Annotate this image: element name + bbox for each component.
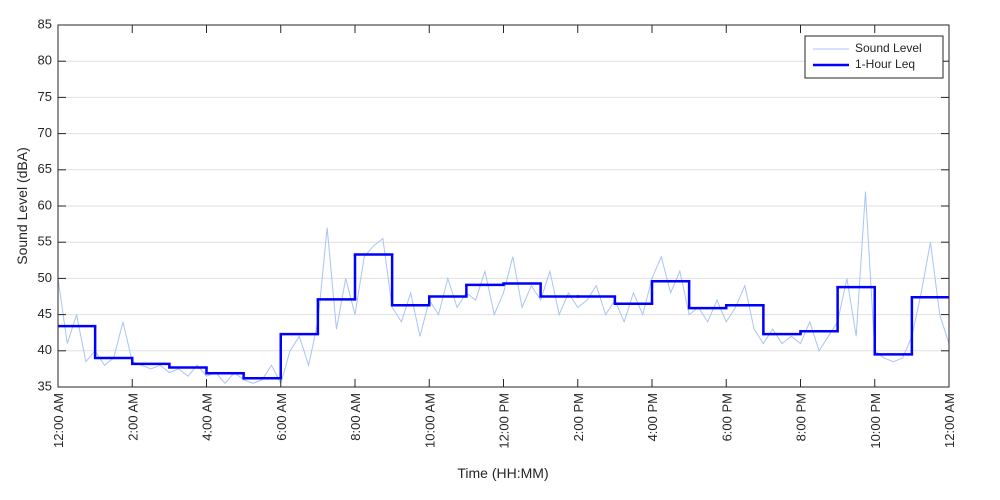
- x-tick-label: 4:00 AM: [200, 393, 215, 441]
- x-tick-label: 6:00 PM: [719, 393, 734, 441]
- x-tick-label: 12:00 AM: [942, 393, 957, 448]
- y-axis-title: Sound Level (dBA): [14, 147, 30, 265]
- x-tick-label: 10:00 AM: [422, 393, 437, 448]
- y-tick-label: 80: [38, 53, 52, 68]
- y-tick-label: 55: [38, 234, 52, 249]
- plot-lines: [58, 191, 949, 385]
- y-tick-label: 60: [38, 197, 52, 212]
- legend-label: Sound Level: [855, 41, 922, 55]
- legend-box: [804, 35, 944, 79]
- y-tick-label: 75: [38, 89, 52, 104]
- sound-level-line: [58, 191, 949, 385]
- y-tick-label: 85: [38, 16, 52, 31]
- y-tick-label: 45: [38, 306, 52, 321]
- y-tick-label: 50: [38, 270, 52, 285]
- x-tick-label: 6:00 AM: [274, 393, 289, 441]
- x-tick-label: 10:00 PM: [868, 393, 883, 449]
- x-tick-label: 8:00 AM: [348, 393, 363, 441]
- y-tick-label: 65: [38, 161, 52, 176]
- x-tick-label: 2:00 AM: [125, 393, 140, 441]
- x-tick-label: 2:00 PM: [571, 393, 586, 441]
- x-tick-label: 12:00 AM: [51, 393, 66, 448]
- legend: Sound Level 1-Hour Leq: [804, 35, 944, 79]
- x-tick-label: 4:00 PM: [645, 393, 660, 441]
- x-tick-label: 8:00 PM: [794, 393, 809, 441]
- x-axis-title: Time (HH:MM): [457, 465, 548, 481]
- ticks: 35 40 45 50 55 60 65 70 75 80 85 12:00 AM 2:00 AM 4:0…: [38, 16, 957, 448]
- y-tick-label: 35: [38, 378, 52, 393]
- legend-label: 1-Hour Leq: [855, 57, 915, 71]
- y-tick-label: 70: [38, 125, 52, 140]
- x-tick-label: 12:00 PM: [497, 393, 512, 449]
- y-tick-label: 40: [38, 342, 52, 357]
